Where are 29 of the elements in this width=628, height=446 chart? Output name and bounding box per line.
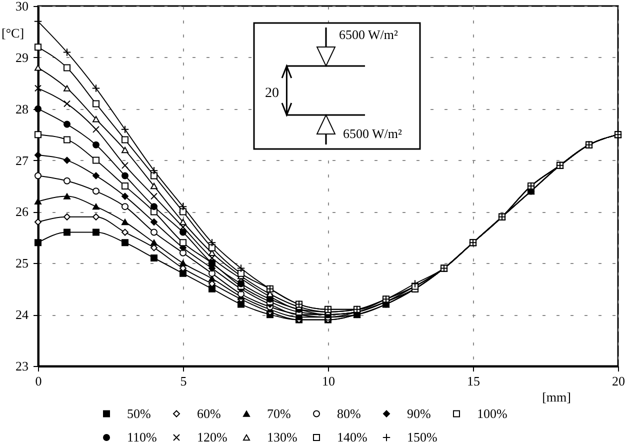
- legend-label: 90%: [407, 406, 431, 421]
- legend-label: 80%: [337, 406, 361, 421]
- x-tick-label: 0: [35, 374, 42, 388]
- y-tick-label: 28: [16, 101, 28, 116]
- y-tick-label: 30: [16, 0, 28, 14]
- y-tick-label: 29: [16, 50, 28, 65]
- y-axis-title: [°C]: [2, 26, 24, 40]
- annotation: 6500 W/m²: [343, 126, 402, 141]
- annotation: 6500 W/m²: [339, 27, 398, 42]
- legend-label: 50%: [127, 406, 151, 421]
- annotation: 20: [265, 86, 279, 101]
- legend-label: 100%: [477, 406, 508, 421]
- x-axis-title: [mm]: [542, 390, 571, 404]
- legend-label: 70%: [267, 406, 291, 421]
- y-tick-label: 26: [16, 204, 29, 220]
- x-tick-label: 15: [467, 374, 480, 388]
- legend-label: 60%: [197, 406, 221, 421]
- y-tick-label: 24: [16, 307, 29, 322]
- y-tick-label: 27: [16, 152, 29, 168]
- y-tick-label: 23: [16, 358, 28, 374]
- legend-label: 150%: [407, 430, 438, 444]
- x-tick-label: 5: [180, 374, 187, 388]
- x-tick-label: 10: [322, 374, 335, 388]
- legend-label: 120%: [197, 430, 228, 444]
- legend-label: 140%: [337, 430, 368, 444]
- legend-label: 110%: [127, 430, 158, 444]
- x-tick-label: 20: [612, 374, 625, 388]
- legend-label: 130%: [267, 430, 298, 444]
- y-tick-label: 25: [16, 256, 28, 271]
